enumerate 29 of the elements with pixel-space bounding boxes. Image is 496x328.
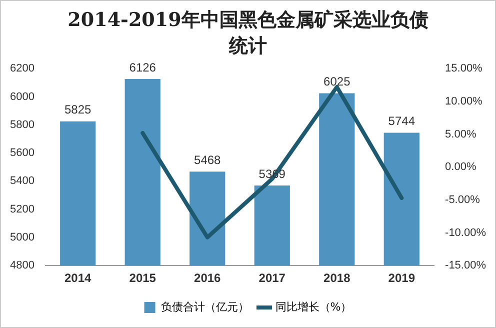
y2-tick-label: -10.00% [445, 226, 486, 239]
x-tick-label: 2018 [324, 271, 351, 286]
y2-tick-label: -15.00% [445, 260, 486, 272]
data-label: 6025 [324, 74, 351, 89]
data-label: 5468 [194, 152, 222, 167]
y-tick-label: 5600 [10, 147, 34, 160]
x-tick-label: 2014 [64, 271, 92, 286]
y-tick-label: 5800 [10, 118, 34, 131]
x-tick-label: 2017 [258, 271, 286, 286]
y2-tick-label: 10.00% [445, 95, 483, 108]
y-tick-label: 4800 [10, 260, 34, 272]
y2-tick-label: 0.00% [445, 161, 476, 174]
y2-tick-label: 5.00% [445, 128, 476, 140]
x-tick-label: 2019 [388, 271, 416, 286]
y-tick-label: 5400 [10, 175, 34, 188]
data-label: 5825 [64, 102, 92, 117]
x-tick-label: 2016 [194, 271, 222, 286]
y2-tick-label: -5.00% [445, 194, 480, 206]
y-tick-label: 5000 [10, 231, 34, 244]
y-tick-label: 6000 [10, 90, 34, 103]
data-label: 5744 [388, 114, 416, 128]
legend-label: 负债合计（亿元） [160, 300, 249, 314]
legend-label: 同比增长（%） [275, 300, 352, 314]
x-tick-label: 2015 [129, 271, 156, 286]
y-tick-label: 5200 [10, 203, 34, 216]
y2-tick-label: 15.00% [445, 62, 483, 75]
y-tick-label: 6200 [10, 62, 34, 75]
data-label: 6126 [129, 60, 156, 74]
chart-title: 2014-2019年中国黑色金属矿采选业负债统计 [66, 8, 430, 59]
